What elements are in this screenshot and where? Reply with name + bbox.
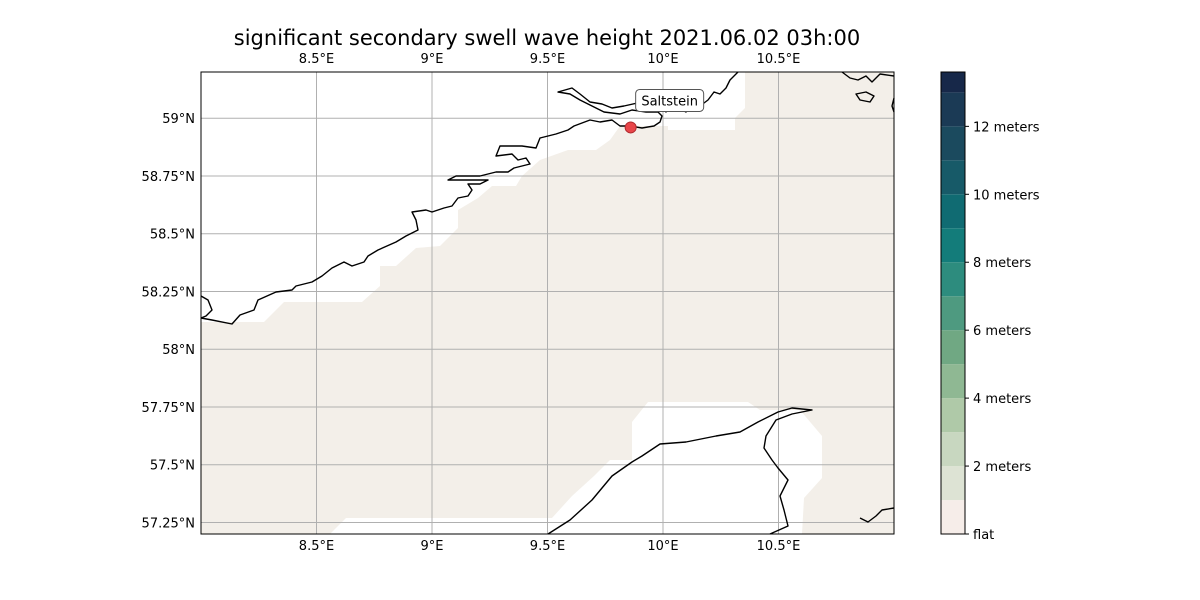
colorbar-level [941, 262, 965, 297]
bottom-lon-tick-label: 10°E [647, 539, 678, 554]
location-marker: Saltstein [624, 88, 705, 134]
colorbar-level [941, 194, 965, 229]
location-label: Saltstein [641, 94, 698, 109]
top-lon-ticks: 8.5°E 9°E 9.5°E 10°E 10.5°E [299, 52, 801, 67]
location-label-box [635, 88, 705, 112]
map-frame [200, 71, 895, 535]
colorbar-level [941, 92, 965, 127]
lat-tick-label: 57.75°N [142, 401, 195, 416]
colorbar-level [941, 500, 965, 534]
map-panel: Saltstein [200, 71, 895, 535]
colorbar-tick-label: 6 meters [973, 324, 1032, 339]
colorbar-level [941, 160, 965, 195]
coastline-sweden-south [859, 507, 895, 523]
lat-tick-label: 58°N [162, 343, 195, 358]
colorbar-tick-label: 10 meters [973, 188, 1040, 203]
land-area-north [201, 72, 745, 322]
top-lon-tick-label: 8.5°E [299, 52, 334, 67]
colorbar-level [941, 296, 965, 331]
colorbar: flat 2 meters 4 meters 6 meters 8 meters 10 m… [940, 71, 1040, 543]
land-area-south [330, 402, 822, 534]
grid-lines [201, 72, 894, 534]
top-lon-tick-label: 9.5°E [530, 52, 565, 67]
bottom-lon-tick-label: 8.5°E [299, 539, 334, 554]
colorbar-ticks: flat 2 meters 4 meters 6 meters 8 meters 10 m… [965, 120, 1040, 543]
colorbar-levels [941, 72, 965, 534]
colorbar-tick-label: flat [973, 528, 994, 543]
coastline-denmark [547, 407, 813, 535]
coastline-norway [200, 71, 739, 325]
lat-tick-label: 58.5°N [150, 228, 195, 243]
colorbar-frame [940, 71, 966, 535]
top-lon-tick-label: 9°E [421, 52, 444, 67]
lat-tick-label: 58.25°N [142, 285, 195, 300]
colorbar-level [941, 398, 965, 433]
bottom-lon-tick-label: 10.5°E [757, 539, 801, 554]
location-dot [624, 121, 637, 134]
lat-tick-label: 57.25°N [142, 516, 195, 531]
lat-tick-label: 57.5°N [150, 459, 195, 474]
islet-e [891, 97, 895, 113]
colorbar-level [941, 364, 965, 399]
top-lon-tick-label: 10.5°E [757, 52, 801, 67]
top-lon-tick-label: 10°E [647, 52, 678, 67]
colorbar-level [941, 228, 965, 263]
lat-tick-label: 59°N [162, 112, 195, 127]
bottom-lon-tick-label: 9.5°E [530, 539, 565, 554]
colorbar-tick-label: 8 meters [973, 256, 1032, 271]
coastline-sweden [841, 71, 895, 83]
lat-ticks: 59°N 58.75°N 58.5°N 58.25°N 58°N 57.75°N 57.5°… [142, 112, 195, 531]
island-ne [855, 91, 875, 103]
colorbar-tick-label: 2 meters [973, 460, 1032, 475]
colorbar-tick-label: 4 meters [973, 392, 1032, 407]
colorbar-level [941, 126, 965, 161]
coastlines [200, 71, 895, 535]
colorbar-level [941, 330, 965, 365]
colorbar-level [941, 466, 965, 501]
colorbar-level [941, 432, 965, 467]
lat-tick-label: 58.75°N [142, 170, 195, 185]
colorbar-tick-label: 12 meters [973, 120, 1040, 135]
islet-w [200, 295, 213, 319]
bottom-lon-ticks: 8.5°E 9°E 9.5°E 10°E 10.5°E [299, 539, 801, 554]
map-title: significant secondary swell wave height … [234, 26, 860, 50]
colorbar-level [941, 72, 965, 93]
bottom-lon-tick-label: 9°E [421, 539, 444, 554]
